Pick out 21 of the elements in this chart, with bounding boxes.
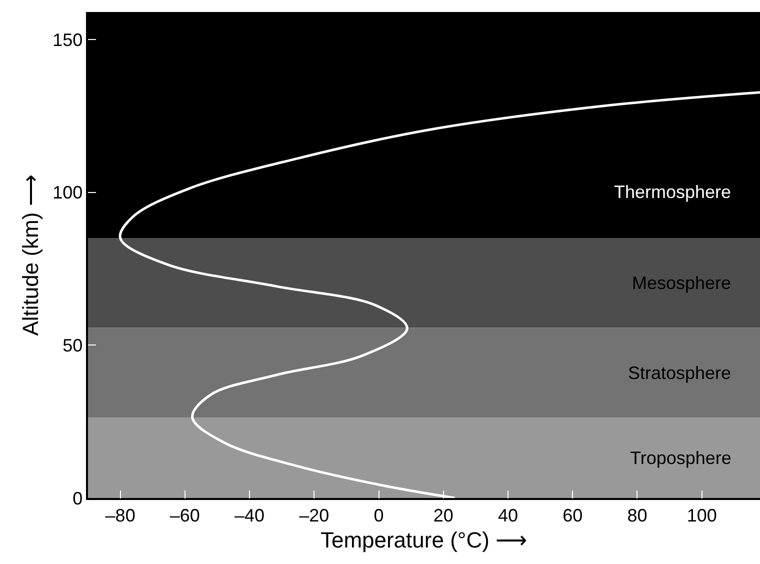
y-tick-label: 150 bbox=[52, 30, 83, 50]
x-tick-label: –80 bbox=[105, 505, 136, 526]
y-tick-label: 0 bbox=[72, 488, 83, 508]
x-tick-label: 20 bbox=[433, 505, 454, 526]
x-tick-label: 80 bbox=[627, 505, 648, 526]
x-axis-title: Temperature (°C) ⟶ bbox=[320, 528, 528, 553]
band-label: Thermosphere bbox=[614, 182, 732, 202]
x-tick-label: 60 bbox=[562, 505, 583, 526]
x-tick-label: 40 bbox=[498, 505, 518, 526]
y-tick-label: 100 bbox=[52, 182, 83, 203]
band-label: Mesosphere bbox=[632, 273, 732, 293]
x-tick-label: 100 bbox=[686, 505, 717, 526]
y-axis-title: Altitude (km) ⟶ bbox=[18, 174, 43, 336]
x-tick-label: –60 bbox=[170, 505, 200, 526]
x-tick-label: 0 bbox=[374, 505, 384, 526]
x-tick-label: –40 bbox=[234, 505, 265, 526]
x-tick-label: –20 bbox=[299, 505, 330, 526]
line-series bbox=[119, 91, 760, 498]
y-tick-label: 50 bbox=[62, 335, 83, 356]
band-label: Stratosphere bbox=[628, 363, 732, 383]
band-label: Troposphere bbox=[630, 448, 732, 468]
